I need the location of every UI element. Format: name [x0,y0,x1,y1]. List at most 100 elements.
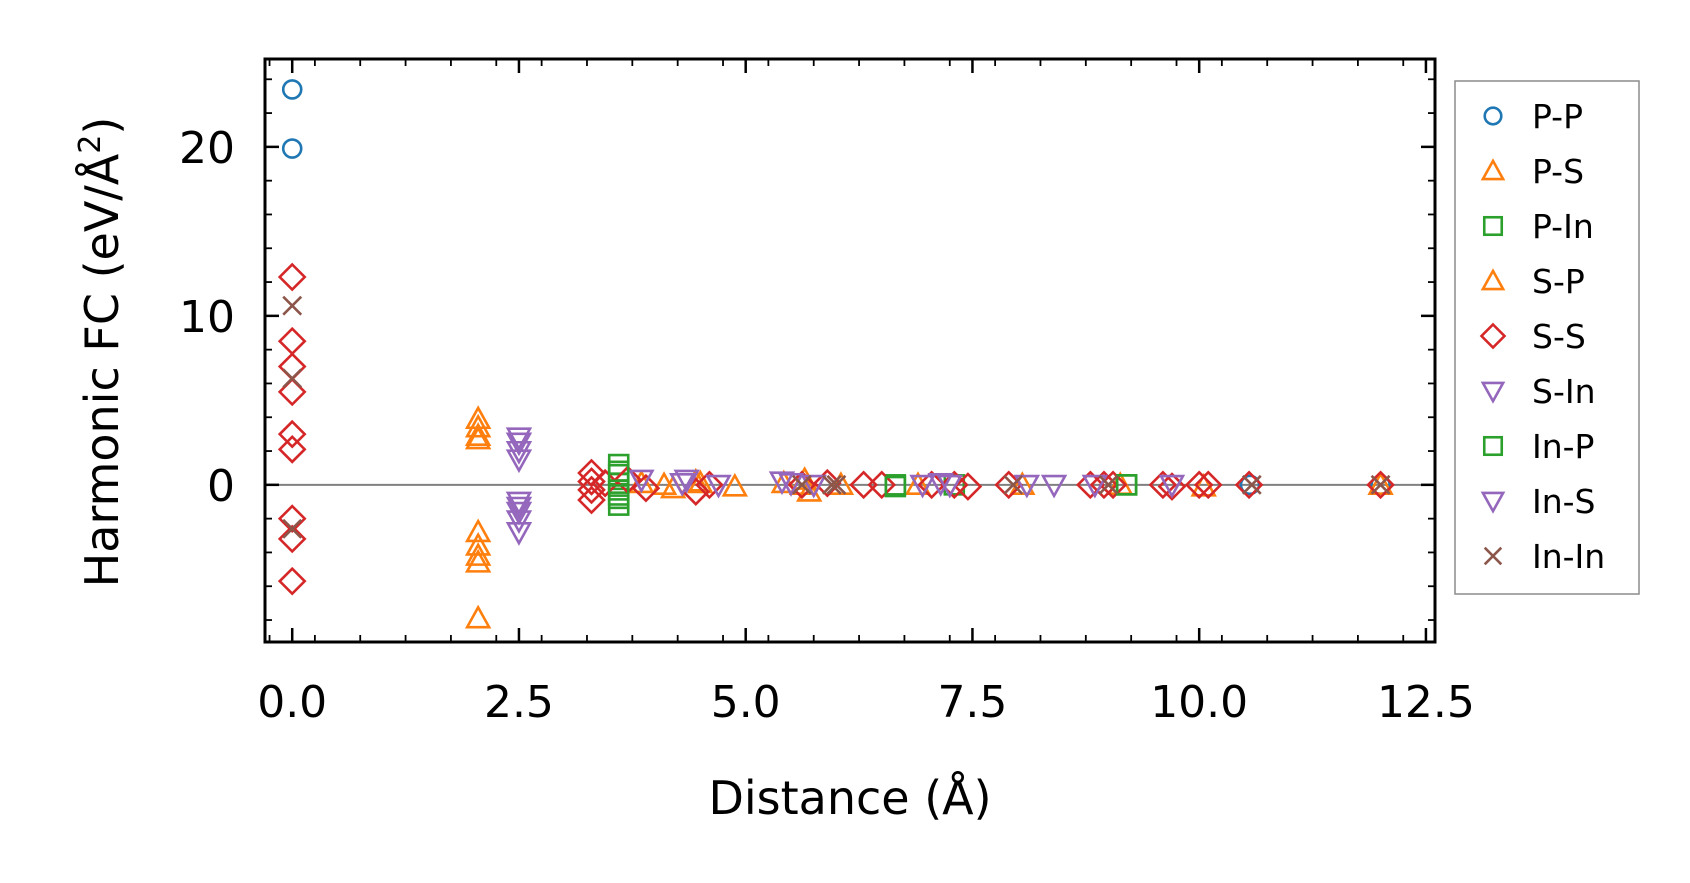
data-point-s-in [628,469,655,494]
data-point-in-in [792,474,812,495]
data-point-s-s [1184,470,1214,500]
data-point-in-s [1158,474,1186,499]
data-point-in-s [777,473,805,497]
legend-label-in-s: In-S [1532,482,1596,521]
data-point-s-in [505,510,533,535]
y-axis-title-superscript: 2 [73,135,108,154]
data-point-in-in [821,474,842,495]
data-point-s-s [1366,470,1395,500]
data-point-s-s [1148,470,1178,500]
legend-label-in-in: In-In [1532,537,1605,576]
legend: P-P P-S P-In S-P S-S S-In In-P In-S In-In [1454,80,1640,595]
data-point-s-s [277,435,307,464]
data-point-s-s [277,326,307,356]
x-tick-label: 10.0 [1150,677,1248,728]
data-point-s-s [787,470,817,500]
data-point-s-s [695,470,724,500]
data-point-p-s [1190,472,1217,497]
data-point-s-s [277,524,307,554]
data-point-in-in [282,518,303,539]
y-tick-label: 20 [179,123,235,174]
data-point-p-s [464,542,492,566]
legend-frame [1454,80,1640,595]
y-tick-label: 10 [179,292,235,343]
data-point-p-s [687,469,714,494]
data-point-in-in [282,295,303,316]
data-point-in-in [282,368,303,389]
legend-marker-in-p [1482,435,1504,457]
data-point-in-s [909,474,936,499]
data-point-s-in [505,432,533,457]
data-point-p-p [281,79,303,100]
data-point-s-s [867,470,897,500]
x-tick-label: 2.5 [484,677,554,728]
data-point-in-p [607,460,630,483]
data-point-in-in [1003,474,1024,495]
data-point-p-p [1239,474,1261,496]
data-point-s-s [577,475,606,505]
x-tick-label: 5.0 [711,677,781,728]
legend-marker-s-in [1480,381,1506,404]
data-point-in-s [505,522,533,546]
x-tick-label: 12.5 [1377,677,1475,728]
legend-marker-in-s [1480,491,1506,514]
series-s-p [464,422,1036,502]
data-point-in-s [1013,474,1041,499]
legend-marker-p-in [1482,215,1504,237]
y-tick-label: 0 [207,461,235,512]
data-point-s-s [590,468,620,498]
y-axis-title: Harmonic FC (eV/Å2) [73,117,129,588]
y-axis-title-main: Harmonic FC (eV/Å [75,153,129,587]
legend-marker-in-in [1483,546,1503,566]
data-point-s-s [577,458,606,488]
data-point-p-s [464,532,492,556]
series-in-p [607,460,1138,506]
legend-label-p-s: P-S [1532,152,1584,191]
legend-label-p-p: P-P [1532,97,1583,136]
data-point-s-s [277,352,307,381]
data-point-in-s [505,496,533,521]
data-point-s-s [277,262,307,292]
data-point-s-s [277,566,307,596]
legend-label-in-p: In-P [1532,427,1594,466]
data-point-s-in [673,469,700,494]
data-point-p-s [464,548,492,573]
data-point-in-in [1241,474,1262,495]
data-point-s-in [1040,474,1068,499]
data-point-p-s [464,518,492,543]
legend-marker-p-p [1483,106,1503,126]
legend-marker-s-p [1480,268,1506,291]
data-point-p-s [464,604,492,629]
data-point-p-s [770,469,798,494]
data-point-in-p [607,484,630,506]
data-point-in-s [505,427,533,452]
data-point-s-in [505,501,533,526]
data-point-s-s [1076,470,1105,500]
data-point-in-in [1370,474,1391,495]
data-point-in-s [668,473,696,497]
data-point-p-s [721,472,749,497]
data-point-s-p [795,477,823,502]
data-point-s-in [800,474,827,499]
y-axis-title-close: ) [75,117,129,135]
x-axis-title: Distance (Å) [708,771,991,825]
legend-label-s-p: S-P [1532,262,1585,301]
plot-frame [263,57,1437,644]
data-point-p-s [464,413,492,438]
data-point-s-s [953,472,983,501]
series-p-s [464,405,1394,629]
data-point-s-p [464,422,492,446]
legend-marker-p-s [1480,158,1506,181]
data-point-s-s [277,377,307,407]
data-point-in-s [936,474,963,499]
data-point-in-in [826,474,847,495]
x-tick-label: 0.0 [257,677,327,728]
data-point-in-p [884,475,907,498]
data-point-s-s [1193,470,1223,500]
data-point-s-s [812,468,842,498]
data-point-in-in [1098,474,1119,495]
x-tick-label: 7.5 [937,677,1007,728]
data-point-s-in [768,471,796,496]
data-point-s-in [927,473,954,497]
